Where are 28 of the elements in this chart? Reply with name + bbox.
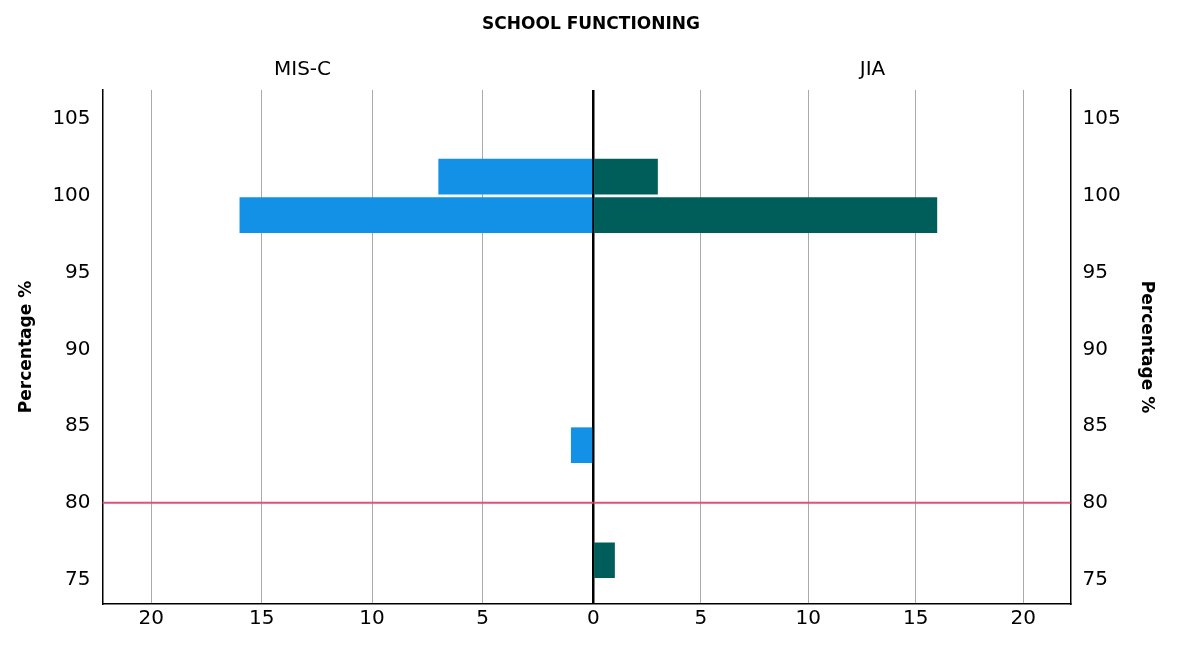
x-tick-label: 15 [248, 605, 275, 630]
chart-subtitle: MIS-C [273, 56, 332, 81]
y-tick-label: 105 [1082, 105, 1121, 130]
y-axis-title: Percentage % [1138, 280, 1158, 414]
x-tick-label: 15 [902, 605, 929, 630]
y-tick-label: 75 [1082, 565, 1108, 590]
x-tick-label: 0 [586, 605, 600, 630]
y-tick-label: 100 [1082, 182, 1121, 207]
x-tick-label: 20 [1010, 605, 1036, 630]
x-tick-label: 5 [694, 605, 707, 630]
y-tick-label: 80 [65, 488, 91, 513]
chart-title: SCHOOL FUNCTIONING [481, 12, 701, 35]
y-tick-label: 100 [52, 182, 91, 207]
x-tick-label: 20 [138, 605, 164, 630]
y-tick-label: 85 [65, 412, 91, 437]
y-tick-label: 95 [1082, 258, 1108, 283]
x-tick-label: 5 [476, 605, 489, 630]
y-tick-label: 90 [1082, 335, 1108, 360]
y-tick-label: 95 [65, 258, 91, 283]
y-tick-label: 80 [1082, 488, 1108, 513]
chart-title: JIA [857, 56, 886, 81]
y-tick-label: 90 [65, 335, 91, 360]
y-tick-label: 105 [52, 105, 91, 130]
y-tick-label: 85 [1082, 412, 1108, 437]
x-tick-label: 10 [359, 605, 385, 630]
x-tick-label: 10 [795, 605, 821, 630]
y-tick-label: 75 [65, 565, 91, 590]
y-axis-title: Percentage % [14, 280, 35, 414]
